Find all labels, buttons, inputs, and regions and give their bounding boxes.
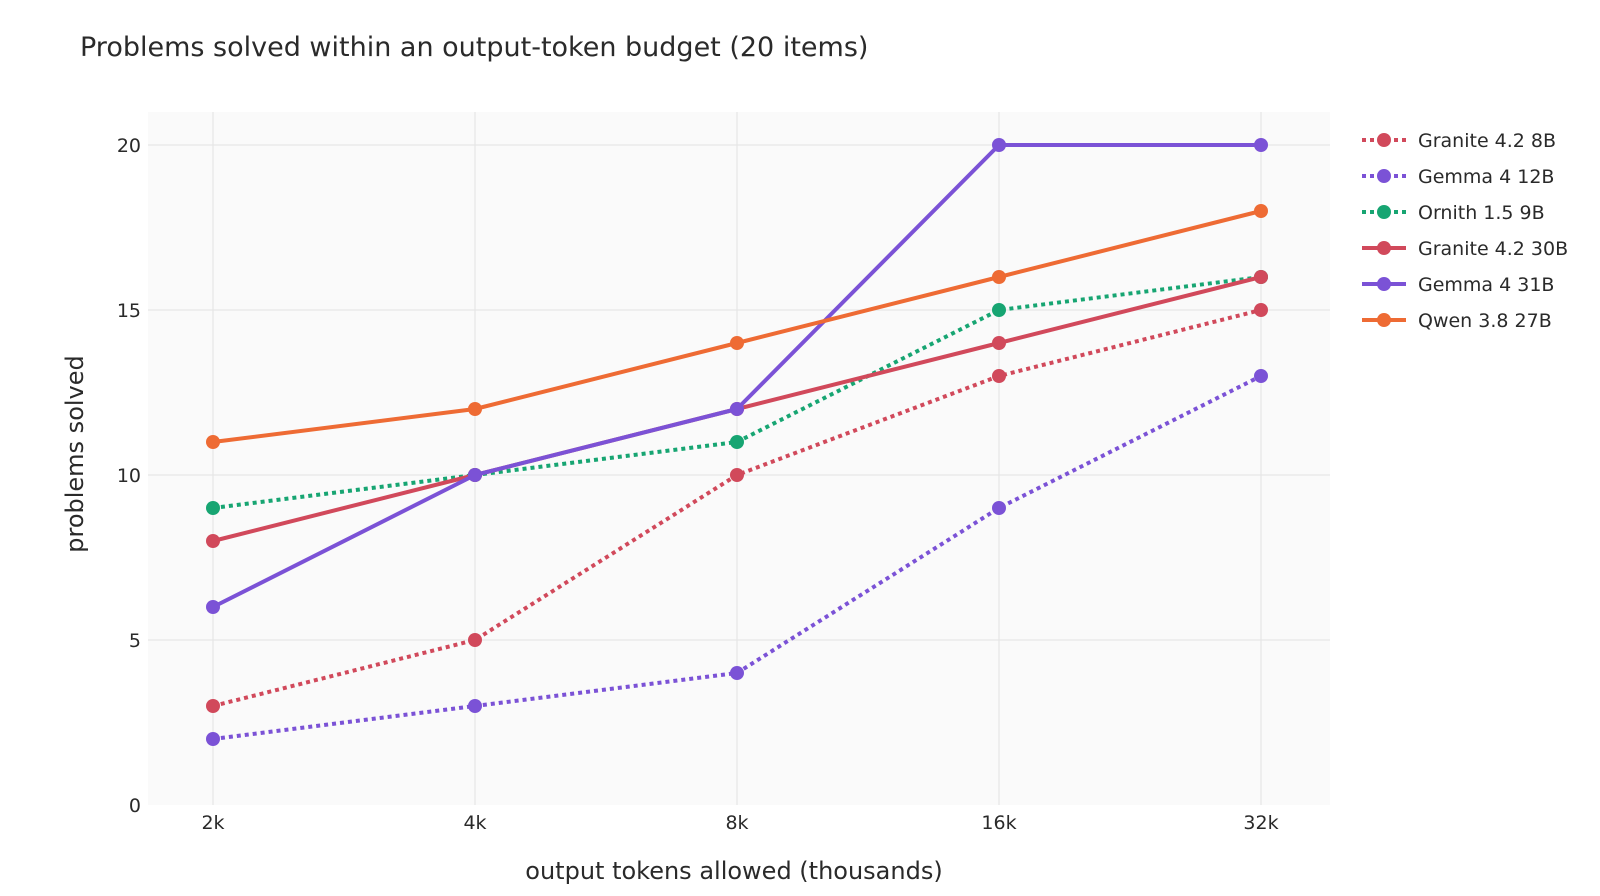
legend-swatch-marker [1377, 277, 1391, 291]
x-tick-label: 16k [981, 812, 1016, 834]
data-point [1254, 270, 1268, 284]
data-point [1254, 303, 1268, 317]
gridlines [148, 112, 1330, 805]
series-6 [206, 204, 1268, 449]
series-1 [206, 303, 1268, 713]
y-tick-label: 20 [117, 135, 141, 157]
legend-label: Gemma 4 31B [1418, 274, 1554, 296]
x-axis-title: output tokens allowed (thousands) [525, 857, 942, 885]
data-point [1254, 138, 1268, 152]
data-point [206, 501, 220, 515]
data-point [1254, 369, 1268, 383]
y-tick-label: 5 [129, 630, 141, 652]
legend-item: Granite 4.2 8B [1362, 130, 1556, 152]
x-tick-label: 2k [201, 812, 224, 834]
data-point [206, 600, 220, 614]
data-point [730, 435, 744, 449]
chart-title: Problems solved within an output-token b… [80, 32, 868, 63]
data-point [468, 633, 482, 647]
data-point [992, 336, 1006, 350]
data-point [468, 468, 482, 482]
x-tick-label: 8k [725, 812, 748, 834]
series-2 [206, 369, 1268, 746]
data-point [468, 699, 482, 713]
data-point [468, 402, 482, 416]
legend-swatch-marker [1377, 205, 1391, 219]
legend-swatch-marker [1377, 241, 1391, 255]
data-point [992, 138, 1006, 152]
legend-label: Gemma 4 12B [1418, 166, 1554, 188]
legend-label: Ornith 1.5 9B [1418, 202, 1545, 224]
data-point [992, 270, 1006, 284]
legend-item: Gemma 4 12B [1362, 166, 1554, 188]
legend-swatch-marker [1377, 169, 1391, 183]
data-point [206, 435, 220, 449]
series-group [206, 138, 1268, 746]
data-point [206, 699, 220, 713]
data-point [730, 666, 744, 680]
legend-label: Granite 4.2 30B [1418, 238, 1568, 260]
data-point [992, 501, 1006, 515]
axis-ticks: 0 5 10 15 20 2k 4k 8k 16k 32k [117, 135, 1279, 834]
data-point [730, 402, 744, 416]
data-point [206, 534, 220, 548]
data-point [206, 732, 220, 746]
data-point [1254, 204, 1268, 218]
legend-item: Gemma 4 31B [1362, 274, 1554, 296]
series-5 [206, 138, 1268, 614]
data-point [730, 336, 744, 350]
y-tick-label: 0 [129, 795, 141, 817]
x-tick-label: 32k [1243, 812, 1278, 834]
y-tick-label: 15 [117, 300, 141, 322]
legend-item: Qwen 3.8 27B [1362, 310, 1552, 332]
legend-label: Granite 4.2 8B [1418, 130, 1556, 152]
plot-area [148, 112, 1330, 805]
data-point [730, 468, 744, 482]
legend-item: Ornith 1.5 9B [1362, 202, 1545, 224]
legend-swatch-marker [1377, 133, 1391, 147]
data-point [992, 303, 1006, 317]
legend-label: Qwen 3.8 27B [1418, 310, 1552, 332]
legend: Granite 4.2 8B Gemma 4 12B Ornith 1.5 9B Gr… [1362, 130, 1568, 332]
x-tick-label: 4k [463, 812, 486, 834]
data-point [992, 369, 1006, 383]
y-tick-label: 10 [117, 465, 141, 487]
legend-swatch-marker [1377, 313, 1391, 327]
y-axis-title: problems solved [61, 355, 89, 553]
legend-item: Granite 4.2 30B [1362, 238, 1568, 260]
